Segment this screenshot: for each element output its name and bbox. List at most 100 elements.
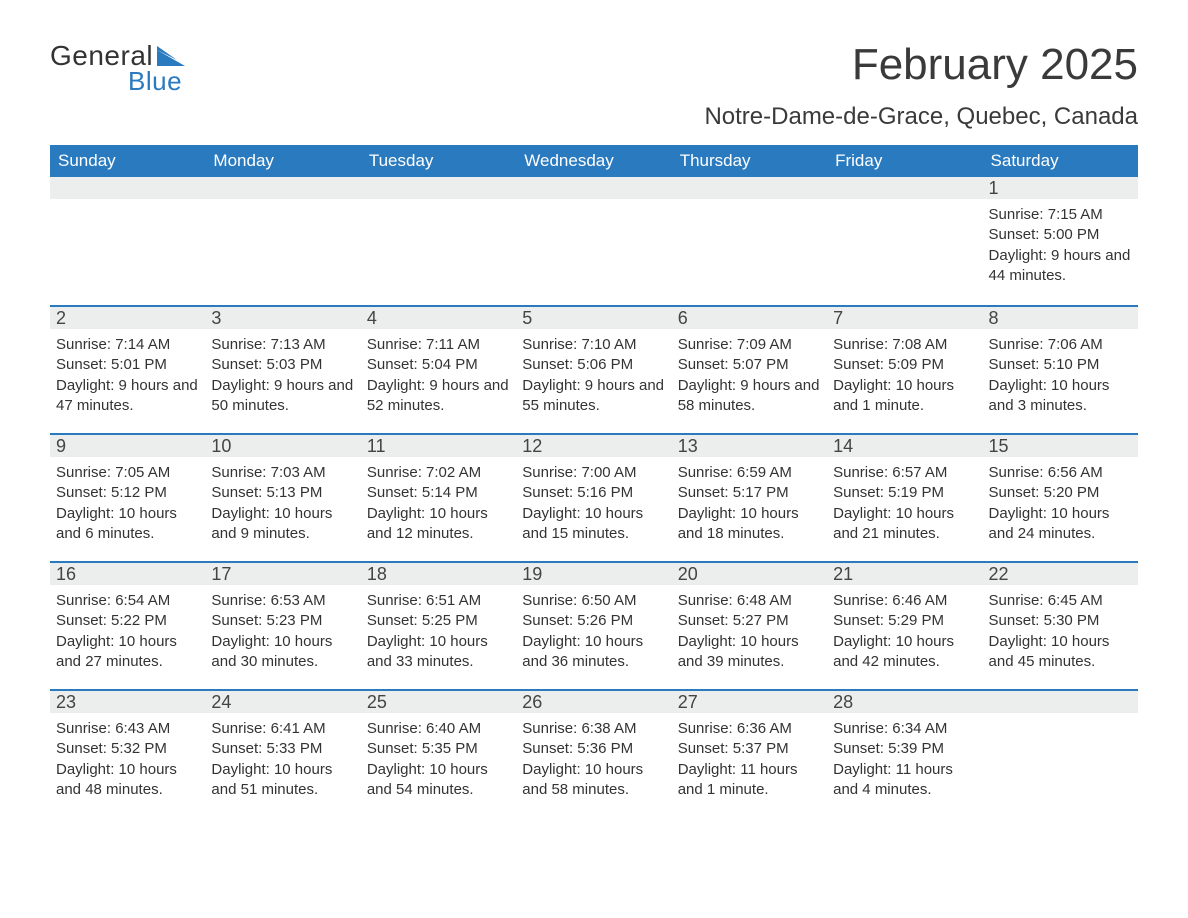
day-cell: 10Sunrise: 7:03 AMSunset: 5:13 PMDayligh… (205, 435, 360, 561)
day-cell: 20 Sunrise: 6:48 AMSunset: 5:27 PMDayligh… (672, 563, 827, 689)
day-number: 4 (361, 307, 516, 329)
sunset-text: Sunset: 5:26 PM (522, 611, 665, 631)
day-body: Sunrise: 6:40 AMSunset: 5:35 PMDaylight:… (361, 713, 516, 806)
day-cell: 27 Sunrise: 6:36 AMSunset: 5:37 PMDayligh… (672, 691, 827, 817)
daylight-text: Daylight: 10 hours and 36 minutes. (522, 632, 665, 673)
sunset-text: Sunset: 5:03 PM (211, 355, 354, 375)
day-body: Sunrise: 7:05 AMSunset: 5:12 PMDaylight:… (50, 457, 205, 550)
sunset-text: Sunset: 5:25 PM (367, 611, 510, 631)
sunset-text: Sunset: 5:27 PM (678, 611, 821, 631)
header: General Blue February 2025 (50, 40, 1138, 97)
day-number: 12 (516, 435, 671, 457)
sunset-text: Sunset: 5:35 PM (367, 739, 510, 759)
dow-wednesday: Wednesday (516, 145, 671, 177)
day-number: 27 (672, 691, 827, 713)
day-number (50, 177, 205, 199)
day-body: Sunrise: 6:50 AMSunset: 5:26 PMDaylight:… (516, 585, 671, 678)
dow-friday: Friday (827, 145, 982, 177)
daylight-text: Daylight: 10 hours and 48 minutes. (56, 760, 199, 801)
day-cell: 15Sunrise: 6:56 AMSunset: 5:20 PMDayligh… (983, 435, 1138, 561)
sunset-text: Sunset: 5:37 PM (678, 739, 821, 759)
day-body: Sunrise: 6:54 AMSunset: 5:22 PMDaylight:… (50, 585, 205, 678)
day-number: 21 (827, 563, 982, 585)
day-number: 3 (205, 307, 360, 329)
daylight-text: Daylight: 10 hours and 12 minutes. (367, 504, 510, 545)
day-cell: 3Sunrise: 7:13 AMSunset: 5:03 PMDaylight… (205, 307, 360, 433)
day-cell: 25Sunrise: 6:40 AMSunset: 5:35 PMDayligh… (361, 691, 516, 817)
daylight-text: Daylight: 10 hours and 18 minutes. (678, 504, 821, 545)
day-body: Sunrise: 7:00 AMSunset: 5:16 PMDaylight:… (516, 457, 671, 550)
day-body: Sunrise: 6:59 AMSunset: 5:17 PMDaylight:… (672, 457, 827, 550)
day-body: Sunrise: 7:10 AMSunset: 5:06 PMDaylight:… (516, 329, 671, 422)
sunrise-text: Sunrise: 6:43 AM (56, 719, 199, 739)
sunrise-text: Sunrise: 7:15 AM (989, 205, 1132, 225)
sunset-text: Sunset: 5:20 PM (989, 483, 1132, 503)
week-row: 2Sunrise: 7:14 AMSunset: 5:01 PMDaylight… (50, 305, 1138, 433)
sunrise-text: Sunrise: 7:05 AM (56, 463, 199, 483)
day-number (983, 691, 1138, 713)
day-cell (827, 177, 982, 305)
day-cell: 28Sunrise: 6:34 AMSunset: 5:39 PMDayligh… (827, 691, 982, 817)
dow-sunday: Sunday (50, 145, 205, 177)
day-number: 28 (827, 691, 982, 713)
sunset-text: Sunset: 5:16 PM (522, 483, 665, 503)
day-cell: 23Sunrise: 6:43 AMSunset: 5:32 PMDayligh… (50, 691, 205, 817)
daylight-text: Daylight: 10 hours and 39 minutes. (678, 632, 821, 673)
day-cell: 16Sunrise: 6:54 AMSunset: 5:22 PMDayligh… (50, 563, 205, 689)
day-body: Sunrise: 7:11 AMSunset: 5:04 PMDaylight:… (361, 329, 516, 422)
day-body: Sunrise: 7:02 AMSunset: 5:14 PMDaylight:… (361, 457, 516, 550)
day-body: Sunrise: 6:34 AMSunset: 5:39 PMDaylight:… (827, 713, 982, 806)
day-cell (516, 177, 671, 305)
daylight-text: Daylight: 10 hours and 15 minutes. (522, 504, 665, 545)
day-cell: 9Sunrise: 7:05 AMSunset: 5:12 PMDaylight… (50, 435, 205, 561)
daylight-text: Daylight: 11 hours and 1 minute. (678, 760, 821, 801)
sunset-text: Sunset: 5:09 PM (833, 355, 976, 375)
day-number (672, 177, 827, 199)
day-cell: 22Sunrise: 6:45 AMSunset: 5:30 PMDayligh… (983, 563, 1138, 689)
daylight-text: Daylight: 10 hours and 21 minutes. (833, 504, 976, 545)
day-number: 13 (672, 435, 827, 457)
sunrise-text: Sunrise: 6:36 AM (678, 719, 821, 739)
daylight-text: Daylight: 10 hours and 33 minutes. (367, 632, 510, 673)
sunrise-text: Sunrise: 6:48 AM (678, 591, 821, 611)
day-number: 20 (672, 563, 827, 585)
day-number: 2 (50, 307, 205, 329)
daylight-text: Daylight: 10 hours and 54 minutes. (367, 760, 510, 801)
day-number: 5 (516, 307, 671, 329)
day-cell (361, 177, 516, 305)
day-number: 6 (672, 307, 827, 329)
day-body: Sunrise: 6:57 AMSunset: 5:19 PMDaylight:… (827, 457, 982, 550)
day-number (516, 177, 671, 199)
dow-tuesday: Tuesday (361, 145, 516, 177)
sunrise-text: Sunrise: 6:56 AM (989, 463, 1132, 483)
day-body: Sunrise: 6:53 AMSunset: 5:23 PMDaylight:… (205, 585, 360, 678)
day-number: 25 (361, 691, 516, 713)
day-cell: 19Sunrise: 6:50 AMSunset: 5:26 PMDayligh… (516, 563, 671, 689)
sunrise-text: Sunrise: 7:06 AM (989, 335, 1132, 355)
day-cell: 1Sunrise: 7:15 AMSunset: 5:00 PMDaylight… (983, 177, 1138, 305)
day-number: 8 (983, 307, 1138, 329)
daylight-text: Daylight: 9 hours and 44 minutes. (989, 246, 1132, 287)
sunrise-text: Sunrise: 6:46 AM (833, 591, 976, 611)
daylight-text: Daylight: 9 hours and 52 minutes. (367, 376, 510, 417)
daylight-text: Daylight: 10 hours and 51 minutes. (211, 760, 354, 801)
sunset-text: Sunset: 5:01 PM (56, 355, 199, 375)
week-row: 1Sunrise: 7:15 AMSunset: 5:00 PMDaylight… (50, 177, 1138, 305)
sunset-text: Sunset: 5:36 PM (522, 739, 665, 759)
day-number: 19 (516, 563, 671, 585)
day-body: Sunrise: 6:43 AMSunset: 5:32 PMDaylight:… (50, 713, 205, 806)
sunset-text: Sunset: 5:29 PM (833, 611, 976, 631)
day-number: 11 (361, 435, 516, 457)
sunset-text: Sunset: 5:00 PM (989, 225, 1132, 245)
sunrise-text: Sunrise: 7:02 AM (367, 463, 510, 483)
sunset-text: Sunset: 5:23 PM (211, 611, 354, 631)
day-number: 16 (50, 563, 205, 585)
daylight-text: Daylight: 10 hours and 6 minutes. (56, 504, 199, 545)
sunset-text: Sunset: 5:14 PM (367, 483, 510, 503)
day-body: Sunrise: 7:13 AMSunset: 5:03 PMDaylight:… (205, 329, 360, 422)
sunrise-text: Sunrise: 6:45 AM (989, 591, 1132, 611)
month-title: February 2025 (852, 40, 1138, 90)
daylight-text: Daylight: 10 hours and 1 minute. (833, 376, 976, 417)
day-number (205, 177, 360, 199)
day-cell: 11Sunrise: 7:02 AMSunset: 5:14 PMDayligh… (361, 435, 516, 561)
